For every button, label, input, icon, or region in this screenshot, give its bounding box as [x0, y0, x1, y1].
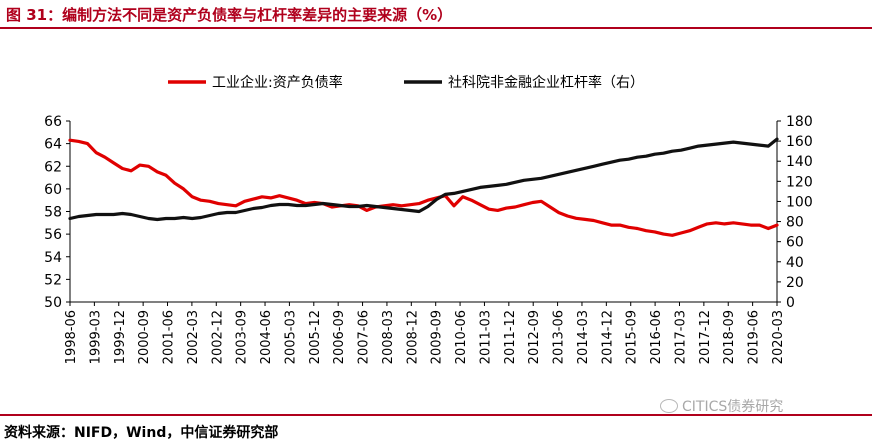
right-tick-label: 60 [786, 235, 804, 251]
x-tick-label: 1999-12 [113, 310, 128, 364]
watermark: CITICS债券研究 [660, 396, 783, 416]
right-tick-label: 40 [786, 255, 804, 271]
right-tick-label: 180 [786, 114, 813, 130]
left-tick-label: 56 [44, 227, 62, 243]
left-tick-label: 52 [44, 272, 62, 288]
right-tick-label: 100 [786, 194, 813, 210]
right-tick-label: 120 [786, 174, 813, 190]
x-tick-label: 2010-06 [454, 310, 469, 364]
source-note: 资料来源：NIFD，Wind，中信证券研究部 [4, 425, 279, 441]
x-tick-label: 1998-06 [64, 310, 79, 364]
right-tick-label: 140 [786, 154, 813, 170]
x-tick-label: 2012-09 [527, 310, 542, 364]
watermark-text: CITICS债券研究 [682, 399, 784, 415]
left-tick-label: 50 [44, 295, 62, 311]
x-tick-label: 2006-09 [332, 310, 347, 364]
x-tick-label: 2014-12 [600, 310, 615, 364]
x-tick-label: 2004-06 [259, 310, 274, 364]
x-tick-label: 2002-12 [210, 310, 225, 364]
x-tick-label: 2009-09 [430, 310, 445, 364]
x-tick-label: 2007-06 [357, 310, 372, 364]
x-tick-label: 2016-06 [649, 310, 664, 364]
right-tick-label: 80 [786, 215, 804, 231]
x-tick-label: 2005-12 [308, 310, 323, 364]
right-tick-label: 0 [786, 295, 795, 311]
series-line-debt-ratio [68, 138, 779, 237]
left-tick-label: 62 [44, 159, 62, 175]
x-tick-label: 2018-09 [722, 310, 737, 364]
x-tick-label: 2019-06 [747, 310, 762, 364]
x-tick-label: 2014-03 [576, 310, 591, 364]
x-tick-label: 2003-09 [235, 310, 250, 364]
x-tick-label: 2005-03 [283, 310, 298, 364]
left-tick-label: 64 [44, 137, 62, 153]
x-tick-label: 2000-09 [137, 310, 152, 364]
title-divider [0, 27, 872, 29]
x-tick-label: 2002-03 [186, 310, 201, 364]
x-tick-label: 2008-03 [381, 310, 396, 364]
left-tick-label: 60 [44, 182, 62, 198]
x-tick-label: 2013-06 [552, 310, 567, 364]
legend-label: 工业企业:资产负债率 [212, 74, 343, 91]
chart-title: 图 31：编制方法不同是资产负债率与杠杆率差异的主要来源（%） [6, 6, 453, 24]
left-tick-label: 66 [44, 114, 62, 130]
left-tick-label: 54 [44, 250, 62, 266]
right-tick-label: 160 [786, 134, 813, 150]
legend-label: 社科院非金融企业杠杆率（右） [448, 74, 644, 91]
series-line-leverage [68, 137, 779, 222]
x-tick-label: 2017-12 [698, 310, 713, 364]
right-tick-label: 20 [786, 275, 804, 291]
x-tick-label: 2001-06 [162, 310, 177, 364]
x-tick-label: 2015-09 [625, 310, 640, 364]
x-tick-label: 2011-12 [503, 310, 518, 364]
x-tick-label: 2011-03 [478, 310, 493, 364]
x-tick-label: 1999-03 [88, 310, 103, 364]
x-tick-label: 2017-03 [673, 310, 688, 364]
left-tick-label: 58 [44, 205, 62, 221]
wechat-icon [660, 399, 678, 413]
x-tick-label: 2008-12 [405, 310, 420, 364]
footer-divider [0, 414, 872, 416]
x-tick-label: 2020-03 [771, 310, 786, 364]
